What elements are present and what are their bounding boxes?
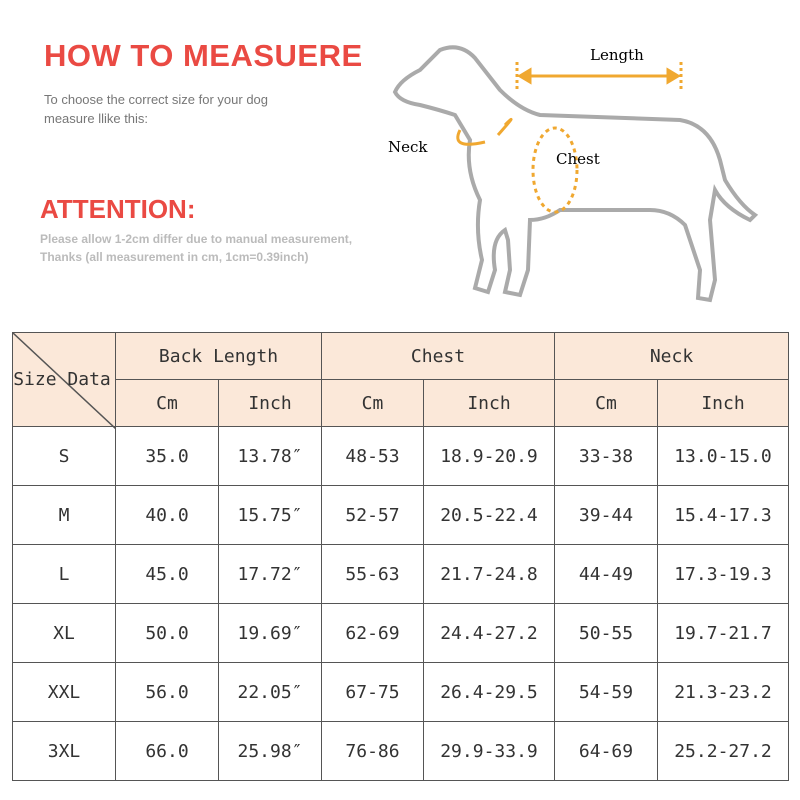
table-row: L 45.0 17.72″ 55-63 21.7-24.8 44-49 17.3-19.3	[12, 544, 789, 604]
value-cell: 56.0	[115, 662, 219, 722]
value-cell: 76-86	[321, 721, 424, 781]
value-cell: 13.78″	[218, 426, 322, 486]
value-cell: 54-59	[554, 662, 658, 722]
table-row: XL 50.0 19.69″ 62-69 24.4-27.2 50-55 19.7-21.7	[12, 603, 789, 663]
dog-outline	[392, 45, 759, 303]
group-header: Neck	[554, 332, 789, 380]
table-row: M 40.0 15.75″ 52-57 20.5-22.4 39-44 15.4-17.3	[12, 485, 789, 545]
size-cell: S	[12, 426, 116, 486]
group-header: Back Length	[115, 332, 322, 380]
unit-header: Cm	[115, 379, 219, 427]
value-cell: 52-57	[321, 485, 424, 545]
value-cell: 21.7-24.8	[423, 544, 555, 604]
value-cell: 35.0	[115, 426, 219, 486]
size-cell: M	[12, 485, 116, 545]
neck-arrow-2	[496, 117, 513, 136]
value-cell: 44-49	[554, 544, 658, 604]
group-header: Chest	[321, 332, 555, 380]
value-cell: 26.4-29.5	[423, 662, 555, 722]
table-row: 3XL 66.0 25.98″ 76-86 29.9-33.9 64-69 25.2-27.…	[12, 721, 789, 781]
value-cell: 17.3-19.3	[657, 544, 789, 604]
value-cell: 19.7-21.7	[657, 603, 789, 663]
value-cell: 13.0-15.0	[657, 426, 789, 486]
unit-header: Cm	[554, 379, 658, 427]
chest-loop	[531, 126, 579, 214]
value-cell: 67-75	[321, 662, 424, 722]
subtitle: To choose the correct size for your dog …	[44, 90, 268, 128]
value-cell: 39-44	[554, 485, 658, 545]
chest-label: Chest	[556, 150, 600, 168]
size-cell: XL	[12, 603, 116, 663]
value-cell: 33-38	[554, 426, 658, 486]
attention-title: ATTENTION:	[40, 194, 196, 224]
value-cell: 25.98″	[218, 721, 322, 781]
corner-label: Size Data	[13, 369, 111, 390]
value-cell: 48-53	[321, 426, 424, 486]
value-cell: 55-63	[321, 544, 424, 604]
value-cell: 62-69	[321, 603, 424, 663]
value-cell: 21.3-23.2	[657, 662, 789, 722]
size-cell: L	[12, 544, 116, 604]
size-cell: 3XL	[12, 721, 116, 781]
corner-cell: Size Data	[12, 332, 116, 429]
value-cell: 29.9-33.9	[423, 721, 555, 781]
note-line: Thanks (all measurement in cm, 1cm=0.39i…	[40, 250, 309, 264]
unit-header: Cm	[321, 379, 424, 427]
value-cell: 24.4-27.2	[423, 603, 555, 663]
unit-header: Inch	[218, 379, 322, 427]
subtitle-line: measure llike this:	[44, 111, 149, 126]
attention-note: Please allow 1-2cm differ due to manual …	[40, 230, 352, 266]
neck-arrow	[456, 129, 486, 146]
length-label: Length	[590, 46, 644, 64]
unit-header: Inch	[423, 379, 555, 427]
value-cell: 50-55	[554, 603, 658, 663]
value-cell: 66.0	[115, 721, 219, 781]
value-cell: 15.75″	[218, 485, 322, 545]
value-cell: 50.0	[115, 603, 219, 663]
value-cell: 20.5-22.4	[423, 485, 555, 545]
size-table: Size Data Back Length Chest Neck Cm Inch C…	[12, 332, 789, 781]
value-cell: 15.4-17.3	[657, 485, 789, 545]
page-title: HOW TO MEASUERE	[44, 38, 363, 73]
diagonal-line	[13, 333, 116, 429]
value-cell: 40.0	[115, 485, 219, 545]
value-cell: 17.72″	[218, 544, 322, 604]
value-cell: 45.0	[115, 544, 219, 604]
neck-label: Neck	[388, 138, 428, 156]
note-line: Please allow 1-2cm differ due to manual …	[40, 232, 353, 246]
table-row: S 35.0 13.78″ 48-53 18.9-20.9 33-38 13.0-15.0	[12, 426, 789, 486]
value-cell: 64-69	[554, 721, 658, 781]
value-cell: 25.2-27.2	[657, 721, 789, 781]
subtitle-line: To choose the correct size for your dog	[44, 92, 269, 107]
size-cell: XXL	[12, 662, 116, 722]
length-arrow	[515, 62, 683, 92]
dog-diagram: Length Neck Chest	[388, 45, 759, 303]
value-cell: 19.69″	[218, 603, 322, 663]
table-row: XXL 56.0 22.05″ 67-75 26.4-29.5 54-59 21.3-23.…	[12, 662, 789, 722]
value-cell: 22.05″	[218, 662, 322, 722]
unit-header: Inch	[657, 379, 789, 427]
value-cell: 18.9-20.9	[423, 426, 555, 486]
